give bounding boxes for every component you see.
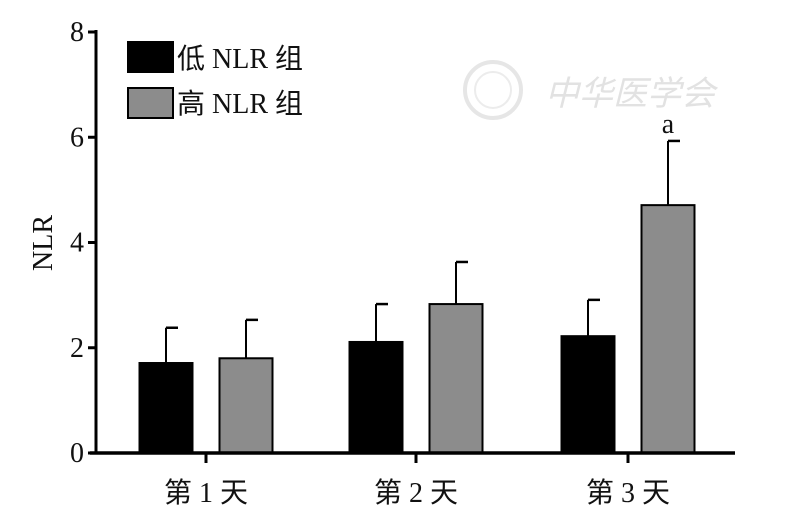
y-tick-label: 8 (70, 17, 84, 48)
significance-label: a (662, 109, 675, 140)
legend-swatch-high (127, 87, 174, 119)
bar (640, 204, 696, 454)
legend-swatch-low (127, 41, 174, 73)
watermark-seal (463, 60, 523, 120)
y-tick-label: 0 (70, 438, 84, 469)
y-tick-label: 2 (70, 333, 84, 364)
bar (348, 340, 404, 454)
x-tick-label: 第 1 天 (164, 477, 248, 509)
x-tick-label: 第 3 天 (586, 477, 670, 509)
y-tick-label: 4 (70, 228, 84, 259)
y-tick-label: 6 (70, 122, 84, 153)
bar (560, 335, 616, 454)
y-axis-label: NLR (28, 215, 59, 271)
watermark-text: 中华医学会 (545, 76, 719, 113)
bar (138, 362, 194, 455)
legend: 低 NLR 组 高 NLR 组 (127, 41, 303, 120)
watermark-seal-inner (474, 71, 512, 109)
legend-label-low: 低 NLR 组 (177, 43, 303, 75)
legend-label-high: 高 NLR 组 (177, 88, 303, 120)
bar (218, 357, 274, 454)
watermark: 中华医学会 (463, 60, 719, 120)
x-tick-label: 第 2 天 (374, 477, 458, 509)
bar (428, 303, 484, 455)
